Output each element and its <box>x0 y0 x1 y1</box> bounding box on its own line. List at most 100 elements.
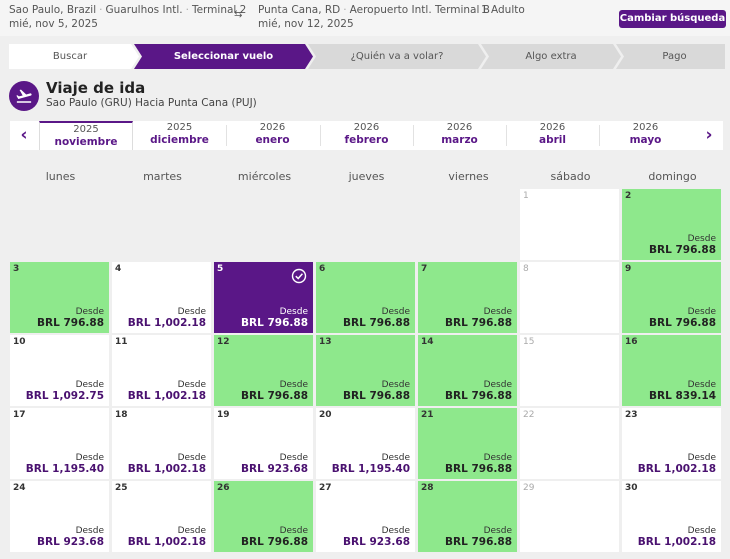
calendar-day-28[interactable]: 28 Desde BRL 796.88 <box>418 481 517 552</box>
calendar-day-12[interactable]: 12 Desde BRL 796.88 <box>214 335 313 406</box>
calendar-day-18[interactable]: 18 Desde BRL 1,002.18 <box>112 408 211 479</box>
weekday-header: lunes <box>45 170 76 183</box>
day-number: 23 <box>625 410 638 420</box>
price-prefix: Desde <box>483 453 512 463</box>
day-number: 1 <box>523 191 529 201</box>
calendar-day-14[interactable]: 14 Desde BRL 796.88 <box>418 335 517 406</box>
month-year: 2026 <box>539 122 566 133</box>
calendar-day-9[interactable]: 9 Desde BRL 796.88 <box>622 262 721 333</box>
month-tab-enero[interactable]: 2026 enero <box>226 121 319 150</box>
calendar-day-4[interactable]: 4 Desde BRL 1,002.18 <box>112 262 211 333</box>
month-tab-diciembre[interactable]: 2025 diciembre <box>133 121 226 150</box>
calendar-day-27[interactable]: 27 Desde BRL 923.68 <box>316 481 415 552</box>
price-prefix: Desde <box>177 453 206 463</box>
day-number: 27 <box>319 483 332 493</box>
calendar-day-1: 1 <box>520 189 619 260</box>
day-price: BRL 1,195.40 <box>25 463 104 475</box>
month-tab-marzo[interactable]: 2026 marzo <box>413 121 506 150</box>
change-search-button[interactable]: Cambiar búsqueda <box>619 10 726 28</box>
dest-city: Punta Cana, RD <box>258 4 341 16</box>
day-price: BRL 923.68 <box>37 536 104 548</box>
day-number: 28 <box>421 483 434 493</box>
day-number: 5 <box>217 264 224 274</box>
calendar-day-17[interactable]: 17 Desde BRL 1,195.40 <box>10 408 109 479</box>
price-prefix: Desde <box>177 307 206 317</box>
calendar-day-10[interactable]: 10 Desde BRL 1,092.75 <box>10 335 109 406</box>
chevron-left-icon[interactable]: ‹ <box>20 125 28 145</box>
day-number: 14 <box>421 337 434 347</box>
month-year: 2026 <box>259 122 286 133</box>
calendar-day-2[interactable]: 2 Desde BRL 796.88 <box>622 189 721 260</box>
day-price: BRL 796.88 <box>445 536 512 548</box>
calendar-day-23[interactable]: 23 Desde BRL 1,002.18 <box>622 408 721 479</box>
month-year: 2025 <box>73 124 99 135</box>
step-buscar[interactable]: Buscar <box>52 51 88 62</box>
day-price: BRL 1,002.18 <box>637 463 716 475</box>
price-prefix: Desde <box>279 307 308 317</box>
day-number: 18 <box>115 410 128 420</box>
month-tab-mayo[interactable]: 2026 mayo <box>599 121 692 150</box>
day-price: BRL 839.14 <box>649 390 716 402</box>
calendar-day-11[interactable]: 11 Desde BRL 1,002.18 <box>112 335 211 406</box>
day-price: BRL 1,002.18 <box>127 463 206 475</box>
calendar-day-13[interactable]: 13 Desde BRL 796.88 <box>316 335 415 406</box>
step-seleccionar-vuelo[interactable]: Seleccionar vuelo <box>173 51 274 62</box>
month-name: enero <box>255 134 290 146</box>
step-shape-extra <box>481 44 621 69</box>
calendar-day-21[interactable]: 21 Desde BRL 796.88 <box>418 408 517 479</box>
calendar-day-7[interactable]: 7 Desde BRL 796.88 <box>418 262 517 333</box>
calendar-day-6[interactable]: 6 Desde BRL 796.88 <box>316 262 415 333</box>
day-number: 11 <box>115 337 128 347</box>
price-prefix: Desde <box>381 526 410 536</box>
day-number: 2 <box>625 191 632 201</box>
day-number: 25 <box>115 483 128 493</box>
calendar-day-30[interactable]: 30 Desde BRL 1,002.18 <box>622 481 721 552</box>
day-number: 21 <box>421 410 434 420</box>
check-circle-icon <box>291 268 307 284</box>
price-prefix: Desde <box>279 453 308 463</box>
calendar-day-16[interactable]: 16 Desde BRL 839.14 <box>622 335 721 406</box>
calendar-day-8: 8 <box>520 262 619 333</box>
price-prefix: Desde <box>687 307 716 317</box>
origin-summary: Sao Paulo, Brazil · Guarulhos Intl. · Termin… <box>9 4 247 16</box>
stepper-arrows <box>9 44 725 69</box>
chevron-right-icon[interactable]: › <box>705 125 713 145</box>
day-price: BRL 1,092.75 <box>25 390 104 402</box>
calendar-day-24[interactable]: 24 Desde BRL 923.68 <box>10 481 109 552</box>
weekday-header: miércoles <box>237 170 292 183</box>
day-number: 22 <box>523 410 535 420</box>
calendar-day-19[interactable]: 19 Desde BRL 923.68 <box>214 408 313 479</box>
step-pago: Pago <box>662 51 687 62</box>
day-number: 26 <box>217 483 230 493</box>
month-year: 2025 <box>166 122 193 133</box>
origin-airport: Guarulhos Intl. <box>105 4 183 16</box>
day-price: BRL 796.88 <box>445 390 512 402</box>
day-price: BRL 796.88 <box>37 317 104 329</box>
day-number: 9 <box>625 264 632 274</box>
day-price: BRL 1,002.18 <box>127 390 206 402</box>
step-quien-va-a-volar: ¿Quién va a volar? <box>350 51 444 62</box>
month-tab-febrero[interactable]: 2026 febrero <box>320 121 413 150</box>
day-price: BRL 796.88 <box>343 317 410 329</box>
price-prefix: Desde <box>381 307 410 317</box>
month-divider <box>413 125 414 146</box>
calendar-day-5[interactable]: 5 Desde BRL 796.88 <box>214 262 313 333</box>
price-prefix: Desde <box>687 380 716 390</box>
day-price: BRL 923.68 <box>343 536 410 548</box>
day-price: BRL 796.88 <box>241 390 308 402</box>
calendar-day-3[interactable]: 3 Desde BRL 796.88 <box>10 262 109 333</box>
weekday-header: viernes <box>448 170 489 183</box>
calendar-day-26[interactable]: 26 Desde BRL 796.88 <box>214 481 313 552</box>
month-tab-noviembre[interactable]: 2025 noviembre <box>39 121 133 150</box>
calendar-day-25[interactable]: 25 Desde BRL 1,002.18 <box>112 481 211 552</box>
departure-date: mié, nov 5, 2025 <box>9 18 98 30</box>
day-price: BRL 796.88 <box>445 463 512 475</box>
day-number: 19 <box>217 410 230 420</box>
weekday-header: domingo <box>648 170 697 183</box>
month-tab-abril[interactable]: 2026 abril <box>506 121 599 150</box>
step-shape-buscar <box>9 44 139 69</box>
calendar-day-22: 22 <box>520 408 619 479</box>
calendar-day-20[interactable]: 20 Desde BRL 1,195.40 <box>316 408 415 479</box>
day-number: 4 <box>115 264 122 274</box>
day-number: 20 <box>319 410 332 420</box>
